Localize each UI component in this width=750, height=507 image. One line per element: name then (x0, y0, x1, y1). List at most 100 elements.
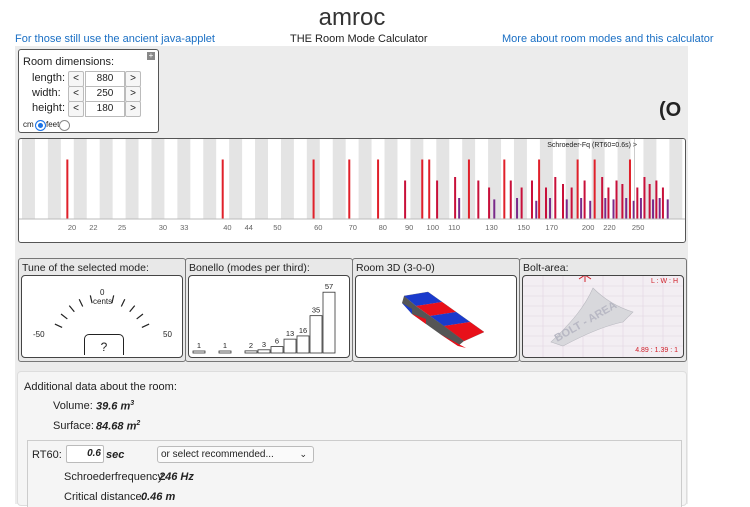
mode-bar (468, 160, 470, 220)
tune-max-label: 50 (163, 330, 172, 339)
mode-chart-panel[interactable]: 20 22 25 30 33 40 44 50 60 70 80 90 100 110 130 150 170 2… (18, 138, 686, 243)
mode-bar (535, 201, 537, 219)
tune-panel: Tune of the selected mode: 0 cents -50 5… (18, 258, 186, 362)
chart-background-band (74, 139, 87, 219)
bonello-count-label: 57 (325, 282, 333, 291)
width-label: width: (32, 87, 61, 99)
width-decrease-button[interactable]: < (68, 86, 84, 102)
mode-bar (655, 181, 657, 220)
mode-bar (477, 181, 479, 220)
length-decrease-button[interactable]: < (68, 71, 84, 87)
bonello-bar (219, 351, 231, 353)
unit-cm-label: cm (23, 120, 34, 129)
chart-background-band (514, 139, 527, 219)
mode-chart[interactable]: 20 22 25 30 33 40 44 50 60 70 80 90 100 110 130 150 170 2… (19, 139, 685, 242)
rt60-section: RT60: 0.6 sec or select recommended... ⌄… (27, 440, 682, 507)
mode-bar (636, 188, 638, 220)
surface-exponent: 2 (136, 420, 140, 427)
mode-bar (493, 199, 495, 219)
mode-bar (571, 188, 573, 220)
page-subtitle: THE Room Mode Calculator (290, 33, 428, 45)
bonello-count-label: 13 (286, 329, 294, 338)
mode-bar (545, 188, 547, 220)
tune-tick (121, 299, 125, 306)
tune-tick (112, 295, 114, 303)
chart-tick-label: 250 (632, 223, 645, 232)
critical-distance-label: Critical distance: (64, 491, 145, 503)
rt60-label: RT60: (32, 449, 62, 461)
chart-background-band (100, 139, 113, 219)
bonello-bar (323, 292, 335, 353)
bolt-panel: Bolt-area: BOLT - AREA L : W : H 4.89 : … (519, 258, 687, 362)
mode-bar (613, 199, 615, 219)
height-label: height: (32, 102, 65, 114)
mode-bar (66, 160, 68, 220)
chart-background-band (229, 139, 242, 219)
mode-bar (662, 188, 664, 220)
rt60-input[interactable]: 0.6 (66, 445, 104, 463)
length-input[interactable]: 880 (85, 71, 125, 87)
chart-tick-label: 110 (448, 223, 460, 232)
bonello-count-label: 1 (197, 341, 201, 350)
chart-tick-label: 40 (223, 223, 231, 232)
chart-background-band (203, 139, 216, 219)
width-increase-button[interactable]: > (125, 86, 141, 102)
chart-background-band (281, 139, 294, 219)
chart-tick-label: 70 (349, 223, 357, 232)
length-label: length: (32, 72, 65, 84)
chart-tick-label: 22 (89, 223, 97, 232)
chart-tick-label: 50 (273, 223, 281, 232)
page-title: amroc (0, 4, 704, 32)
mode-bar (584, 181, 586, 220)
room3d-view[interactable] (355, 275, 517, 358)
height-increase-button[interactable]: > (125, 101, 141, 117)
critical-distance-value: 0.46 m (141, 491, 175, 503)
about-room-modes-link[interactable]: More about room modes and this calculato… (502, 33, 714, 45)
mode-bar (428, 160, 430, 220)
rt60-unit: sec (106, 449, 124, 461)
chart-background-band (385, 139, 398, 219)
room3d-panel: Room 3D (3-0-0) (352, 258, 520, 362)
chart-background-band (669, 139, 682, 219)
height-decrease-button[interactable]: < (68, 101, 84, 117)
bonello-count-label: 6 (275, 337, 279, 346)
chart-background-band (22, 139, 35, 219)
collapse-button[interactable]: + (147, 52, 155, 60)
bonello-bar (258, 350, 270, 353)
width-input[interactable]: 250 (85, 86, 125, 102)
bolt-graph: BOLT - AREA L : W : H 4.89 : 1.39 : 1 (522, 275, 684, 358)
mode-bar (554, 177, 556, 219)
mode-bar (577, 160, 579, 220)
bonello-count-label: 1 (223, 341, 227, 350)
mode-bar (421, 160, 423, 220)
chart-tick-label: 150 (517, 223, 530, 232)
chart-background-band (255, 139, 268, 219)
mode-bar (621, 184, 623, 219)
mode-bar (488, 188, 490, 220)
length-increase-button[interactable]: > (125, 71, 141, 87)
mode-bar (313, 160, 315, 220)
rt60-recommended-select[interactable]: or select recommended... ⌄ (157, 446, 314, 463)
height-input[interactable]: 180 (85, 101, 125, 117)
mode-bar (649, 184, 651, 219)
additional-data-panel: Additional data about the room: Volume: … (17, 371, 687, 506)
chart-tick-label: 130 (485, 223, 498, 232)
mode-bar (454, 177, 456, 219)
room3d-model[interactable] (356, 276, 516, 357)
chart-background-band (359, 139, 372, 219)
java-applet-link[interactable]: For those still use the ancient java-app… (15, 33, 215, 45)
volume-exponent: 3 (130, 400, 134, 407)
tune-heading: Tune of the selected mode: (22, 262, 149, 274)
bonello-bar (271, 347, 283, 353)
mode-bar (594, 160, 596, 220)
mode-bar (616, 181, 618, 220)
unit-cm-radio[interactable] (35, 120, 46, 131)
tune-tick (137, 314, 143, 319)
unit-feet-radio[interactable] (59, 120, 70, 131)
chart-tick-label: 90 (405, 223, 413, 232)
mode-bar (562, 184, 564, 219)
mode-bar (607, 188, 609, 220)
bonello-bar (245, 351, 257, 353)
mode-bar (601, 177, 603, 219)
bonello-count-label: 16 (299, 326, 307, 335)
